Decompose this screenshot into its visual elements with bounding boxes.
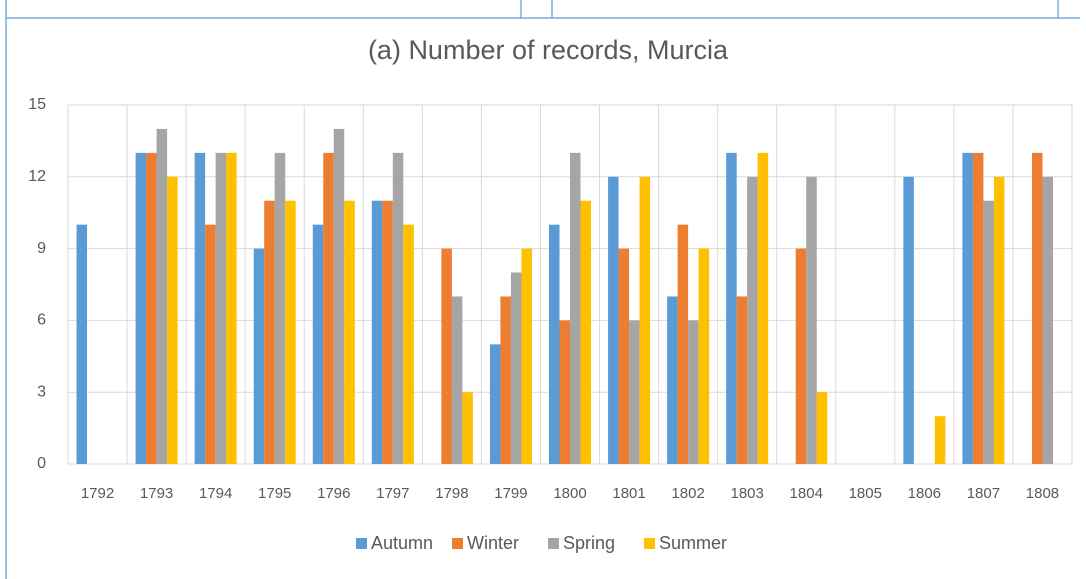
legend-swatch xyxy=(548,538,559,549)
bar xyxy=(521,248,532,464)
bar xyxy=(983,200,994,464)
bar xyxy=(757,152,769,464)
bar xyxy=(806,176,817,465)
y-tick-label: 0 xyxy=(37,455,46,472)
bar xyxy=(226,152,237,464)
bar xyxy=(639,176,651,465)
bar xyxy=(500,296,511,464)
frame xyxy=(5,0,1080,579)
bar xyxy=(194,152,206,464)
bar xyxy=(795,248,807,464)
bar xyxy=(934,416,946,464)
bar xyxy=(135,152,147,464)
bar xyxy=(205,224,216,464)
bar xyxy=(462,392,473,464)
legend-label: Summer xyxy=(659,533,727,553)
bar xyxy=(344,200,355,464)
bar xyxy=(559,320,570,464)
bar xyxy=(629,320,640,464)
bar xyxy=(264,200,275,464)
x-tick-label: 1801 xyxy=(612,485,645,502)
bar xyxy=(667,296,678,464)
x-tick-label: 1804 xyxy=(790,485,823,502)
y-tick-label: 6 xyxy=(37,312,46,329)
bar xyxy=(167,176,178,465)
bar xyxy=(993,176,1005,465)
y-tick-label: 15 xyxy=(28,96,46,113)
y-tick-label: 12 xyxy=(28,168,46,185)
x-tick-label: 1799 xyxy=(494,485,527,502)
bar xyxy=(962,152,973,464)
chart-title: (a) Number of records, Murcia xyxy=(368,35,729,65)
bar xyxy=(1031,152,1043,464)
bar xyxy=(76,224,88,464)
x-tick-label: 1806 xyxy=(908,485,941,502)
bar xyxy=(156,128,168,464)
y-tick-label: 9 xyxy=(37,240,46,257)
bar xyxy=(726,152,737,464)
x-tick-label: 1795 xyxy=(258,485,291,502)
bar xyxy=(1042,176,1053,465)
bar xyxy=(736,296,748,464)
bar xyxy=(382,200,393,464)
bar xyxy=(489,344,501,464)
bar xyxy=(146,152,157,464)
bar xyxy=(688,320,699,464)
bar xyxy=(451,296,463,464)
x-tick-label: 1792 xyxy=(81,485,114,502)
legend-label: Winter xyxy=(467,533,519,553)
bar xyxy=(510,272,522,464)
bar xyxy=(608,176,619,465)
x-tick-label: 1800 xyxy=(553,485,586,502)
x-tick-label: 1793 xyxy=(140,485,173,502)
y-tick-label: 3 xyxy=(37,383,46,400)
x-tick-label: 1794 xyxy=(199,485,232,502)
legend-label: Autumn xyxy=(371,533,433,553)
bar xyxy=(570,152,581,464)
x-tick-label: 1796 xyxy=(317,485,350,502)
bar xyxy=(323,152,334,464)
x-tick-label: 1807 xyxy=(967,485,1000,502)
bar xyxy=(403,224,414,464)
bar xyxy=(698,248,710,464)
legend-swatch xyxy=(644,538,655,549)
bar xyxy=(747,176,758,465)
bar xyxy=(312,224,324,464)
x-tick-label: 1802 xyxy=(671,485,704,502)
bar xyxy=(441,248,452,464)
bar xyxy=(677,224,689,464)
x-tick-label: 1803 xyxy=(730,485,763,502)
bar xyxy=(274,152,286,464)
legend-label: Spring xyxy=(563,533,615,553)
bar xyxy=(333,128,345,464)
bar xyxy=(580,200,591,464)
bar xyxy=(972,152,984,464)
x-tick-label: 1798 xyxy=(435,485,468,502)
bar xyxy=(285,200,296,464)
bar xyxy=(618,248,630,464)
legend-swatch xyxy=(356,538,367,549)
bar xyxy=(253,248,265,464)
x-tick-label: 1808 xyxy=(1026,485,1059,502)
legend-swatch xyxy=(452,538,463,549)
bar xyxy=(549,224,560,464)
bar xyxy=(816,392,828,464)
bar xyxy=(903,176,914,465)
x-tick-label: 1797 xyxy=(376,485,409,502)
bar xyxy=(371,200,383,464)
x-tick-label: 1805 xyxy=(849,485,882,502)
bar xyxy=(215,152,227,464)
bar xyxy=(392,152,404,464)
